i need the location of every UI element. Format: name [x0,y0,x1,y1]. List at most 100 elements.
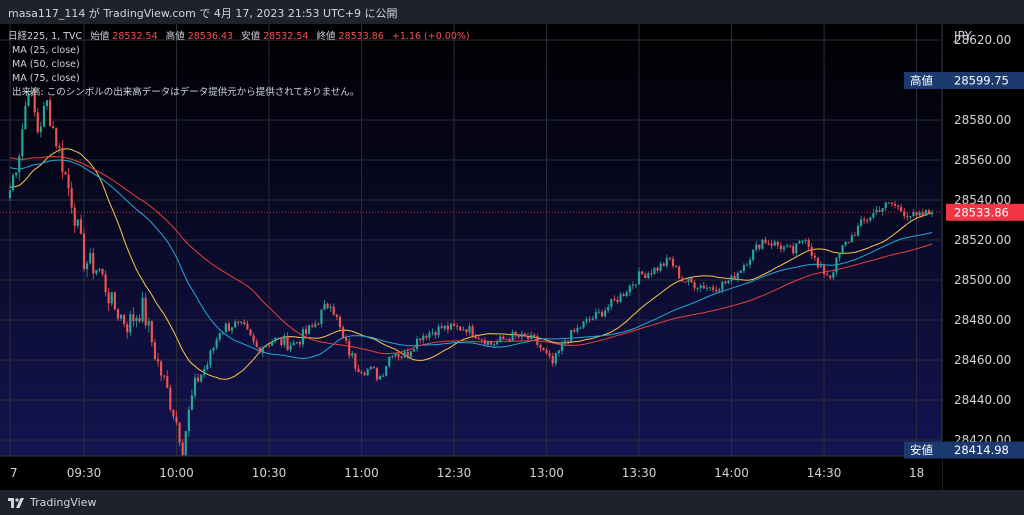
candle-body [758,244,761,249]
candle-body [890,202,893,204]
candle-body [619,294,622,303]
low-tag-label: 安値 [910,443,933,457]
candle-body [604,310,607,317]
candle-body [878,209,881,212]
candle-body [267,345,271,347]
candle-body [255,341,258,348]
candle-body [8,190,12,199]
candle-body [332,306,335,315]
candle-body [79,219,83,234]
time-axis-labels: 7 09:30 10:00 10:30 11:00 12:30 13:00 13:30 14:0… [10,466,924,480]
candle-body [662,263,665,266]
candle-body [61,147,64,173]
candle-body [520,333,523,338]
candle-body [129,314,132,333]
candle-body [178,422,181,443]
last-price-tag: 28533.86 [946,203,1024,221]
candle-body [160,361,163,376]
candle-body [193,377,197,396]
candle-body [462,329,465,331]
candle-body [542,348,545,350]
candle-body [406,351,409,358]
candle-body [551,355,554,364]
candle-body [138,317,141,322]
publish-line: masa117_114 が TradingView.com で 4月 17, 2… [8,7,398,20]
candle-body [36,112,39,133]
candle-body [644,274,647,278]
candle-body [425,335,428,338]
candle-body [526,336,530,340]
candle-body [856,225,860,236]
candle-body [819,265,823,268]
candle-body [893,203,897,206]
candle-body [298,342,301,345]
candle-body [585,319,588,322]
candle-body [776,241,779,246]
candle-body [289,345,292,350]
candle-body [465,329,468,333]
candle-body [221,332,224,334]
candle-body [832,272,835,278]
candle-body [548,353,551,356]
candle-body [357,368,360,372]
candle-body [308,325,311,334]
candle-body [616,299,619,303]
ma25-legend[interactable]: MA (25, close) [12,45,80,56]
candle-body [24,105,27,130]
candle-body [582,321,585,328]
candle-body [508,339,511,341]
candle-body [853,235,856,237]
candle-body [727,280,730,284]
candle-body [545,349,548,354]
candle-body [385,366,388,376]
footer-bar [0,490,1024,515]
candle-body [634,284,638,286]
candle-body [119,314,123,319]
candle-body [169,387,172,410]
candle-body [869,217,872,221]
candle-body [446,325,449,330]
candle-body [570,329,573,342]
candle-body [45,100,49,106]
candle-body [631,284,634,286]
candle-body [301,329,305,345]
candle-body [539,344,542,349]
candle-body [770,243,773,246]
ma75-legend[interactable]: MA (75, close) [12,73,80,84]
candle-body [807,240,810,247]
currency-label: JPY [953,29,973,43]
candle-body [190,395,194,410]
candle-body [27,94,30,106]
candle-body [829,275,832,278]
candle-body [859,219,863,226]
candle-body [489,340,493,345]
candles [8,86,934,456]
candle-body [415,338,419,349]
price-axis-panel[interactable] [941,24,1024,490]
candle-body [341,327,345,338]
y-tick-label: 28580.00 [954,113,1011,127]
candle-body [363,372,366,376]
candle-body [530,334,533,340]
candle-body [388,356,391,367]
candle-body [116,309,120,319]
candle-body [82,233,86,270]
ma50-legend[interactable]: MA (50, close) [12,59,80,70]
close-label: 終値 [317,30,337,42]
time-axis-panel[interactable] [0,455,942,490]
candle-body [320,309,323,324]
candle-body [866,220,869,222]
candle-body [841,245,844,254]
candle-body [403,351,406,358]
candle-body [785,245,789,247]
tradingview-logo[interactable]: TradingView [8,496,96,509]
candle-body [12,175,15,191]
candle-body [422,335,425,341]
candle-body [123,314,126,325]
candle-body [98,268,101,270]
candle-body [375,368,379,380]
candle-body [761,239,764,249]
candle-body [264,345,268,348]
candle-body [607,306,610,311]
candle-body [912,212,915,217]
